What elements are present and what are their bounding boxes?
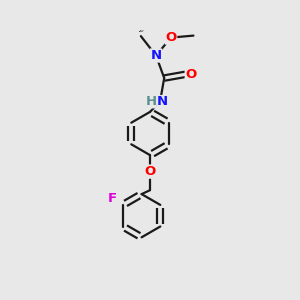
Text: O: O xyxy=(165,31,177,44)
Text: F: F xyxy=(107,192,116,205)
Text: methyl: methyl xyxy=(139,30,144,31)
Text: methyl: methyl xyxy=(140,29,145,31)
Text: methyl: methyl xyxy=(140,31,144,32)
Text: H: H xyxy=(146,95,157,108)
Text: N: N xyxy=(157,95,168,108)
Text: O: O xyxy=(144,165,156,178)
Text: O: O xyxy=(185,68,197,81)
Text: N: N xyxy=(150,49,162,62)
